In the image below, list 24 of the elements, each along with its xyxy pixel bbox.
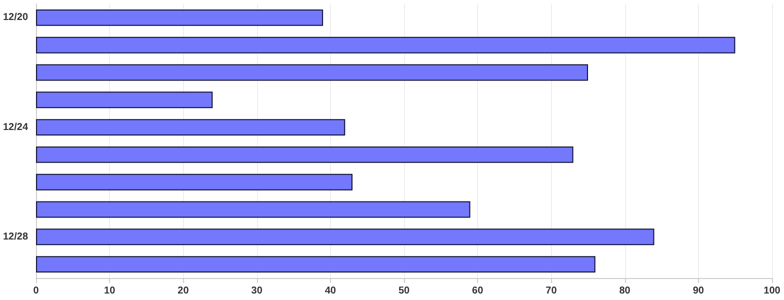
x-tick-label: 40: [324, 286, 336, 296]
x-tick-label: 50: [398, 286, 410, 296]
bar: [36, 228, 654, 246]
y-tick-label: 12/20: [2, 12, 28, 24]
y-tick-label: 12/28: [2, 231, 28, 242]
x-tick-label: 20: [178, 286, 190, 296]
x-tick-label: 30: [251, 286, 263, 296]
bar: [36, 92, 213, 108]
bar: [36, 36, 736, 54]
x-tick-label: 100: [764, 286, 781, 296]
bar: [36, 201, 470, 218]
bar: [36, 9, 324, 26]
x-tick-label: 90: [692, 286, 704, 296]
bar: [36, 119, 346, 136]
bar: [36, 174, 352, 190]
y-tick-label: 12/24: [2, 122, 28, 133]
x-tick-label: 10: [104, 286, 116, 296]
x-tick-label: 0: [33, 286, 40, 296]
bar: [36, 256, 596, 273]
x-tick-label: 60: [472, 286, 484, 296]
bar: [36, 146, 574, 163]
bar: [36, 64, 588, 81]
x-tick-label: 70: [546, 286, 558, 296]
x-tick-label: 80: [619, 286, 631, 296]
